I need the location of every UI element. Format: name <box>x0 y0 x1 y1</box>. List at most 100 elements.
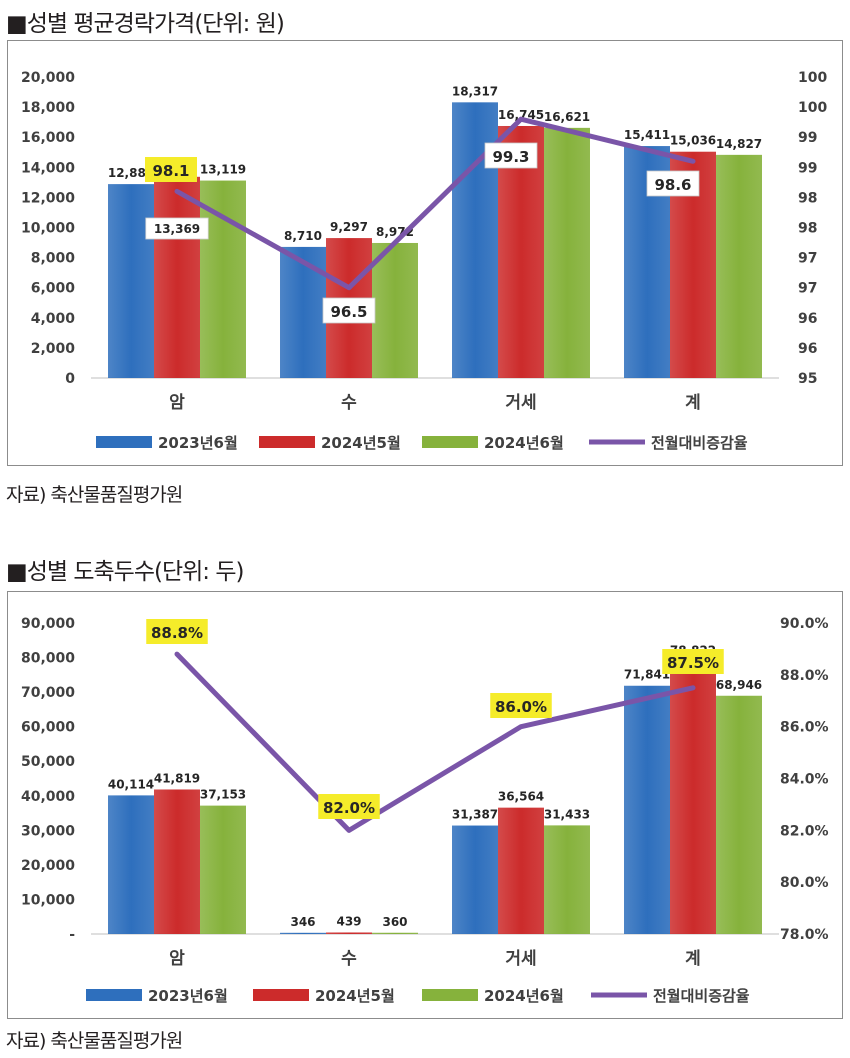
y2-tick-label: 96 <box>798 341 817 357</box>
y-tick-label: 10,000 <box>21 221 75 237</box>
legend-swatch <box>96 436 152 448</box>
x-category-label: 암 <box>169 949 185 969</box>
y-tick-label: - <box>69 927 75 943</box>
y2-tick-label: 95 <box>798 371 817 387</box>
ratio-label: 98.1 <box>152 162 189 180</box>
ratio-label: 99.3 <box>492 148 529 166</box>
chart1-title: ■성별 평균경락가격(단위: 원) <box>6 11 285 37</box>
ratio-label: 82.0% <box>323 799 375 817</box>
x-category-label: 수 <box>341 393 357 413</box>
legend-label: 2023년6월 <box>148 987 228 1005</box>
y2-tick-label: 98 <box>798 190 817 206</box>
ratio-label: 86.0% <box>495 698 547 716</box>
bar-2-2 <box>544 825 590 934</box>
bar-1-1 <box>326 932 372 934</box>
bar-value-label: 15,411 <box>624 128 670 142</box>
y2-tick-label: 86.0% <box>780 720 829 736</box>
bar-2-3 <box>716 695 762 934</box>
bar-value-label: 13,369 <box>154 222 200 236</box>
ratio-label-box <box>145 157 197 182</box>
legend-swatch <box>86 989 142 1001</box>
bar-value-label: 360 <box>382 915 407 929</box>
ratio-label: 87.5% <box>667 654 719 672</box>
bar-value-label: 36,564 <box>498 790 544 804</box>
bar-value-label: 18,317 <box>452 84 498 98</box>
y2-tick-label: 97 <box>798 251 817 267</box>
y2-tick-label: 84.0% <box>780 772 829 788</box>
legend-label: 전월대비증감율 <box>651 434 748 452</box>
legend-swatch <box>253 989 309 1001</box>
y-tick-label: 8,000 <box>31 251 76 267</box>
bar-value-label: 40,114 <box>108 777 154 791</box>
slaughter-chart: - 10,000 20,000 30,000 40,000 50,000 60,000 70,… <box>21 616 829 1005</box>
bar-2-0 <box>200 805 246 934</box>
chart2-source: 자료) 축산물품질평가원 <box>6 1030 183 1052</box>
bar-0-0 <box>108 184 154 378</box>
y2-tick-label: 78.0% <box>780 927 829 943</box>
x-category-label: 계 <box>685 393 701 413</box>
bar-value-label: 31,433 <box>544 807 590 821</box>
bar-1-3 <box>670 661 716 934</box>
y2-tick-label: 80.0% <box>780 875 829 891</box>
y2-tick-label: 90.0% <box>780 616 829 632</box>
bar-value-label: 13,119 <box>200 163 246 177</box>
price-chart: 0 2,000 4,000 6,000 8,000 10,000 12,000 14,000 1… <box>21 70 828 452</box>
legend-label: 전월대비증감율 <box>653 987 750 1005</box>
bar-2-0 <box>200 180 246 378</box>
x-category-label: 수 <box>341 949 357 969</box>
ratio-label: 98.6 <box>654 176 691 194</box>
ratio-label: 96.5 <box>330 303 367 321</box>
y2-tick-label: 88.0% <box>780 668 829 684</box>
bar-value-label: 16,745 <box>498 108 544 122</box>
bar-2-2 <box>544 127 590 379</box>
legend-label: 2023년6월 <box>158 434 238 452</box>
ratio-label-box <box>662 649 724 674</box>
y2-tick-label: 82.0% <box>780 823 829 839</box>
legend-label: 2024년5월 <box>321 434 401 452</box>
x-category-label: 계 <box>685 949 701 969</box>
bar-value-label: 68,946 <box>716 678 762 692</box>
legend-label: 2024년5월 <box>315 987 395 1005</box>
bar-value-label: 439 <box>336 914 361 928</box>
ratio-label-box <box>490 693 552 718</box>
y-tick-label: 20,000 <box>21 70 75 86</box>
bar-value-label: 31,387 <box>452 808 498 822</box>
y2-tick-label: 99 <box>798 130 817 146</box>
y2-tick-label: 97 <box>798 281 817 297</box>
y-tick-label: 10,000 <box>21 892 75 908</box>
y-tick-label: 0 <box>65 371 75 387</box>
y-tick-label: 30,000 <box>21 823 75 839</box>
ratio-line <box>174 651 696 833</box>
ratio-label-box <box>322 297 376 324</box>
bar-0-0 <box>108 795 154 934</box>
y2-tick-label: 100 <box>798 100 827 116</box>
y-tick-label: 14,000 <box>21 160 75 176</box>
y-tick-label: 60,000 <box>21 720 75 736</box>
legend-swatch <box>422 436 478 448</box>
ratio-label-box <box>146 619 208 644</box>
y-tick-label: 18,000 <box>21 100 75 116</box>
y-tick-label: 4,000 <box>31 311 76 327</box>
bar-2-1 <box>372 242 418 378</box>
y-tick-label: 50,000 <box>21 754 75 770</box>
bar-2-3 <box>716 154 762 378</box>
bar-value-label: 71,841 <box>624 668 670 682</box>
chart1-frame: 0 2,000 4,000 6,000 8,000 10,000 12,000 14,000 1… <box>7 40 843 466</box>
bar-1-0 <box>154 176 200 378</box>
ratio-label-box <box>318 794 380 819</box>
y2-tick-label: 100 <box>798 70 827 86</box>
bar-label-box <box>145 217 209 240</box>
chart2-title: ■성별 도축두수(단위: 두) <box>6 559 244 585</box>
legend-swatch <box>422 989 478 1001</box>
chart2-frame: - 10,000 20,000 30,000 40,000 50,000 60,000 70,… <box>7 591 843 1019</box>
y2-tick-label: 96 <box>798 311 817 327</box>
y-tick-label: 6,000 <box>31 281 76 297</box>
y2-tick-label: 99 <box>798 160 817 176</box>
bar-2-1 <box>372 932 418 934</box>
y-tick-label: 70,000 <box>21 685 75 701</box>
ratio-label-box <box>484 142 538 169</box>
bar-1-2 <box>498 807 544 934</box>
bar-value-label: 8,710 <box>284 229 322 243</box>
ratio-label-box <box>646 170 700 197</box>
bar-value-label: 41,819 <box>154 771 200 785</box>
